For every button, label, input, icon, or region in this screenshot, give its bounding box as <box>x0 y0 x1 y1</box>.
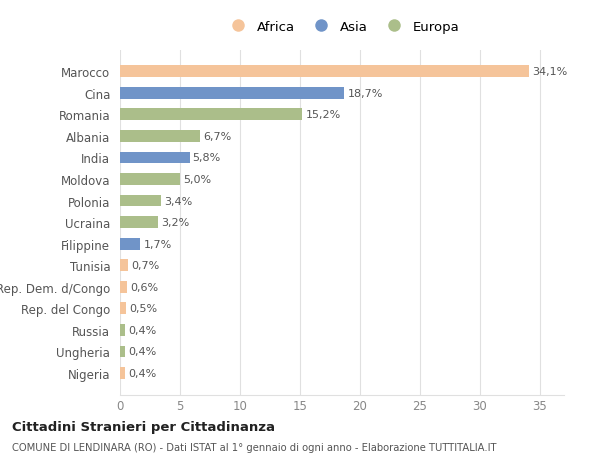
Bar <box>120 174 180 185</box>
Text: 15,2%: 15,2% <box>305 110 341 120</box>
Text: COMUNE DI LENDINARA (RO) - Dati ISTAT al 1° gennaio di ogni anno - Elaborazione : COMUNE DI LENDINARA (RO) - Dati ISTAT al… <box>12 442 497 452</box>
Bar <box>120 238 140 250</box>
Text: 6,7%: 6,7% <box>203 132 232 141</box>
Bar <box>120 260 128 272</box>
Bar <box>120 324 125 336</box>
Text: 0,4%: 0,4% <box>128 325 156 335</box>
Text: 5,0%: 5,0% <box>183 174 211 185</box>
Bar <box>120 281 127 293</box>
Bar <box>120 152 190 164</box>
Text: 34,1%: 34,1% <box>532 67 568 77</box>
Bar <box>120 346 125 358</box>
Text: 0,4%: 0,4% <box>128 347 156 357</box>
Text: 0,7%: 0,7% <box>131 261 160 271</box>
Bar <box>120 131 200 142</box>
Text: 0,5%: 0,5% <box>129 304 157 313</box>
Bar <box>120 303 126 314</box>
Legend: Africa, Asia, Europa: Africa, Asia, Europa <box>220 16 464 39</box>
Bar <box>120 109 302 121</box>
Text: 1,7%: 1,7% <box>143 239 172 249</box>
Bar <box>120 195 161 207</box>
Text: 5,8%: 5,8% <box>193 153 221 163</box>
Bar <box>120 88 344 100</box>
Bar <box>120 217 158 229</box>
Bar <box>120 367 125 379</box>
Text: 0,4%: 0,4% <box>128 368 156 378</box>
Text: 3,2%: 3,2% <box>161 218 190 228</box>
Text: 18,7%: 18,7% <box>347 89 383 99</box>
Text: 3,4%: 3,4% <box>164 196 192 206</box>
Bar <box>120 66 529 78</box>
Text: 0,6%: 0,6% <box>130 282 158 292</box>
Text: Cittadini Stranieri per Cittadinanza: Cittadini Stranieri per Cittadinanza <box>12 420 275 433</box>
